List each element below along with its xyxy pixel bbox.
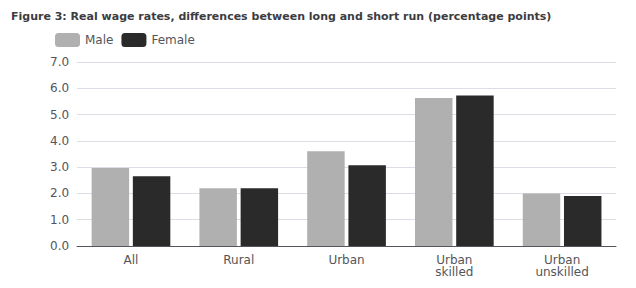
svg-text:7.0: 7.0 bbox=[50, 55, 69, 69]
svg-text:Urban: Urban bbox=[436, 253, 473, 267]
svg-text:Male: Male bbox=[85, 33, 113, 47]
svg-text:6.0: 6.0 bbox=[50, 81, 69, 95]
svg-text:Urban: Urban bbox=[328, 253, 364, 267]
svg-text:Urban: Urban bbox=[544, 253, 581, 267]
svg-text:Figure 3: Real wage rates, dif: Figure 3: Real wage rates, differences b… bbox=[11, 10, 551, 23]
svg-text:Rural: Rural bbox=[223, 253, 254, 267]
svg-text:3.0: 3.0 bbox=[50, 160, 69, 174]
svg-text:2.0: 2.0 bbox=[50, 186, 69, 200]
svg-text:4.0: 4.0 bbox=[50, 134, 69, 148]
svg-text:All: All bbox=[124, 253, 139, 267]
svg-text:5.0: 5.0 bbox=[50, 108, 69, 122]
svg-text:0.0: 0.0 bbox=[50, 239, 69, 253]
svg-text:1.0: 1.0 bbox=[50, 213, 69, 227]
svg-text:Female: Female bbox=[151, 33, 194, 47]
svg-text:unskilled: unskilled bbox=[535, 265, 588, 279]
svg-text:skilled: skilled bbox=[435, 265, 473, 279]
